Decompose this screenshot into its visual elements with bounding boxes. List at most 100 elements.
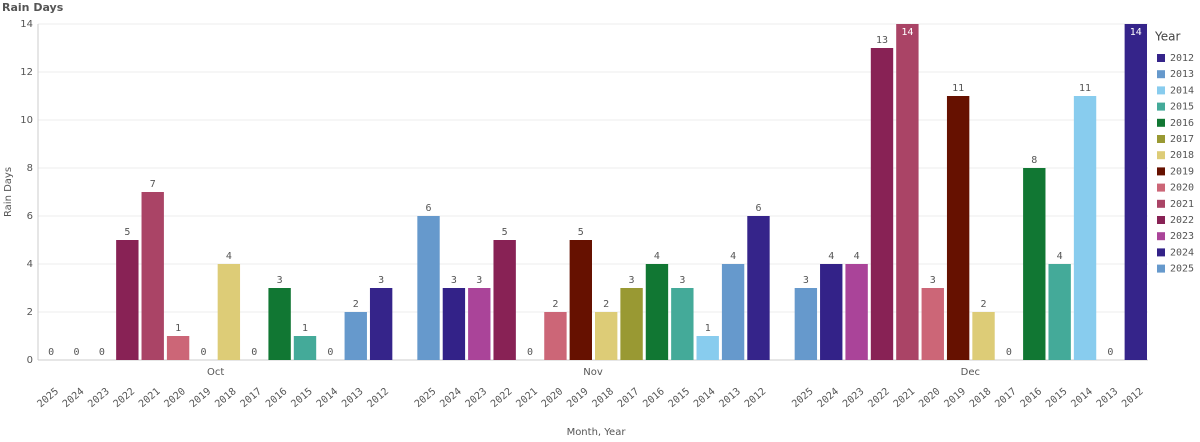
data-label: 2 xyxy=(552,299,558,310)
x-tick-label: 2019 xyxy=(565,386,591,410)
data-label: 2 xyxy=(981,299,987,310)
x-tick-label: 2015 xyxy=(1044,386,1070,410)
legend-swatch xyxy=(1157,232,1165,241)
bar xyxy=(544,312,567,360)
data-label: 3 xyxy=(451,275,457,286)
x-tick-label: 2013 xyxy=(1095,386,1121,410)
x-tick-label: 2023 xyxy=(86,386,112,410)
x-tick-label: 2012 xyxy=(743,386,769,410)
x-tick-label: 2014 xyxy=(315,386,341,410)
legend-label: 2018 xyxy=(1170,150,1194,161)
y-axis-label: Rain Days xyxy=(3,167,14,217)
data-label: 2 xyxy=(603,299,609,310)
bar xyxy=(946,96,970,360)
bar xyxy=(820,264,843,360)
data-label: 4 xyxy=(854,251,860,262)
x-tick-label: 2018 xyxy=(591,386,617,410)
x-tick-label: 2024 xyxy=(816,386,842,410)
legend-swatch xyxy=(1157,167,1165,176)
data-label: 5 xyxy=(502,227,508,238)
bar xyxy=(141,192,164,360)
data-label: 13 xyxy=(876,35,888,46)
x-category-label: Oct xyxy=(207,367,224,378)
data-label: 5 xyxy=(124,227,130,238)
bar xyxy=(972,312,995,360)
x-tick-label: 2024 xyxy=(61,386,87,410)
x-tick-label: 2023 xyxy=(464,386,490,410)
bar xyxy=(344,312,367,360)
legend-label: 2021 xyxy=(1170,199,1194,210)
legend-title: Year xyxy=(1154,30,1180,44)
y-tick-label: 12 xyxy=(20,67,33,78)
legend-label: 2016 xyxy=(1170,118,1194,129)
legend-label: 2025 xyxy=(1170,264,1194,275)
bar xyxy=(1048,264,1071,360)
data-label: 0 xyxy=(200,347,206,358)
y-tick-label: 4 xyxy=(27,259,33,270)
data-label: 14 xyxy=(901,27,913,38)
bar xyxy=(1073,96,1097,360)
legend-label: 2024 xyxy=(1170,247,1194,258)
y-tick-label: 10 xyxy=(20,115,33,126)
y-tick-label: 6 xyxy=(27,211,33,222)
data-label: 0 xyxy=(48,347,54,358)
bar xyxy=(595,312,618,360)
data-label: 4 xyxy=(226,251,232,262)
legend-swatch xyxy=(1157,151,1165,160)
bar xyxy=(870,48,894,360)
data-label: 2 xyxy=(353,299,359,310)
legend-label: 2022 xyxy=(1170,215,1194,226)
chart-title: Rain Days xyxy=(2,1,64,14)
bar xyxy=(293,336,317,360)
x-tick-label: 2019 xyxy=(942,386,968,410)
data-label: 4 xyxy=(730,251,736,262)
legend-label: 2014 xyxy=(1170,85,1194,96)
x-tick-label: 2012 xyxy=(1120,386,1146,410)
x-tick-label: 2021 xyxy=(892,386,918,410)
bar xyxy=(268,288,291,360)
bar xyxy=(1124,24,1147,360)
bar xyxy=(217,264,241,360)
bar xyxy=(1023,168,1046,360)
legend-swatch xyxy=(1157,102,1165,111)
legend-swatch xyxy=(1157,264,1165,273)
y-tick-label: 0 xyxy=(27,355,33,366)
bar xyxy=(921,288,944,360)
x-tick-label: 2014 xyxy=(1069,386,1095,410)
bar xyxy=(468,288,491,360)
x-tick-label: 2016 xyxy=(641,386,667,410)
data-label: 0 xyxy=(1006,347,1012,358)
bar xyxy=(493,240,516,360)
x-tick-label: 2012 xyxy=(365,386,391,410)
data-label: 3 xyxy=(930,275,936,286)
data-label: 4 xyxy=(1057,251,1063,262)
x-category-label: Dec xyxy=(961,367,980,378)
legend-label: 2012 xyxy=(1170,53,1194,64)
x-tick-label: 2016 xyxy=(1019,386,1045,410)
data-label: 3 xyxy=(476,275,482,286)
x-tick-label: 2017 xyxy=(993,386,1019,410)
legend-label: 2023 xyxy=(1170,231,1194,242)
x-tick-label: 2021 xyxy=(514,386,540,410)
bar xyxy=(417,216,440,360)
data-label: 3 xyxy=(629,275,635,286)
legend-swatch xyxy=(1157,248,1165,257)
x-tick-label: 2016 xyxy=(264,386,290,410)
data-label: 7 xyxy=(150,179,156,190)
x-tick-label: 2022 xyxy=(866,386,892,410)
x-tick-label: 2015 xyxy=(289,386,315,410)
x-tick-label: 2024 xyxy=(438,386,464,410)
y-tick-label: 8 xyxy=(27,163,33,174)
legend-label: 2015 xyxy=(1170,102,1194,113)
bar xyxy=(721,264,745,360)
x-tick-label: 2025 xyxy=(36,386,62,410)
data-label: 3 xyxy=(803,275,809,286)
bar xyxy=(369,288,393,360)
x-tick-label: 2025 xyxy=(790,386,816,410)
data-label: 6 xyxy=(426,203,432,214)
x-tick-label: 2025 xyxy=(413,386,439,410)
legend-swatch xyxy=(1157,216,1165,224)
bar xyxy=(747,216,770,360)
legend-label: 2013 xyxy=(1170,69,1194,80)
